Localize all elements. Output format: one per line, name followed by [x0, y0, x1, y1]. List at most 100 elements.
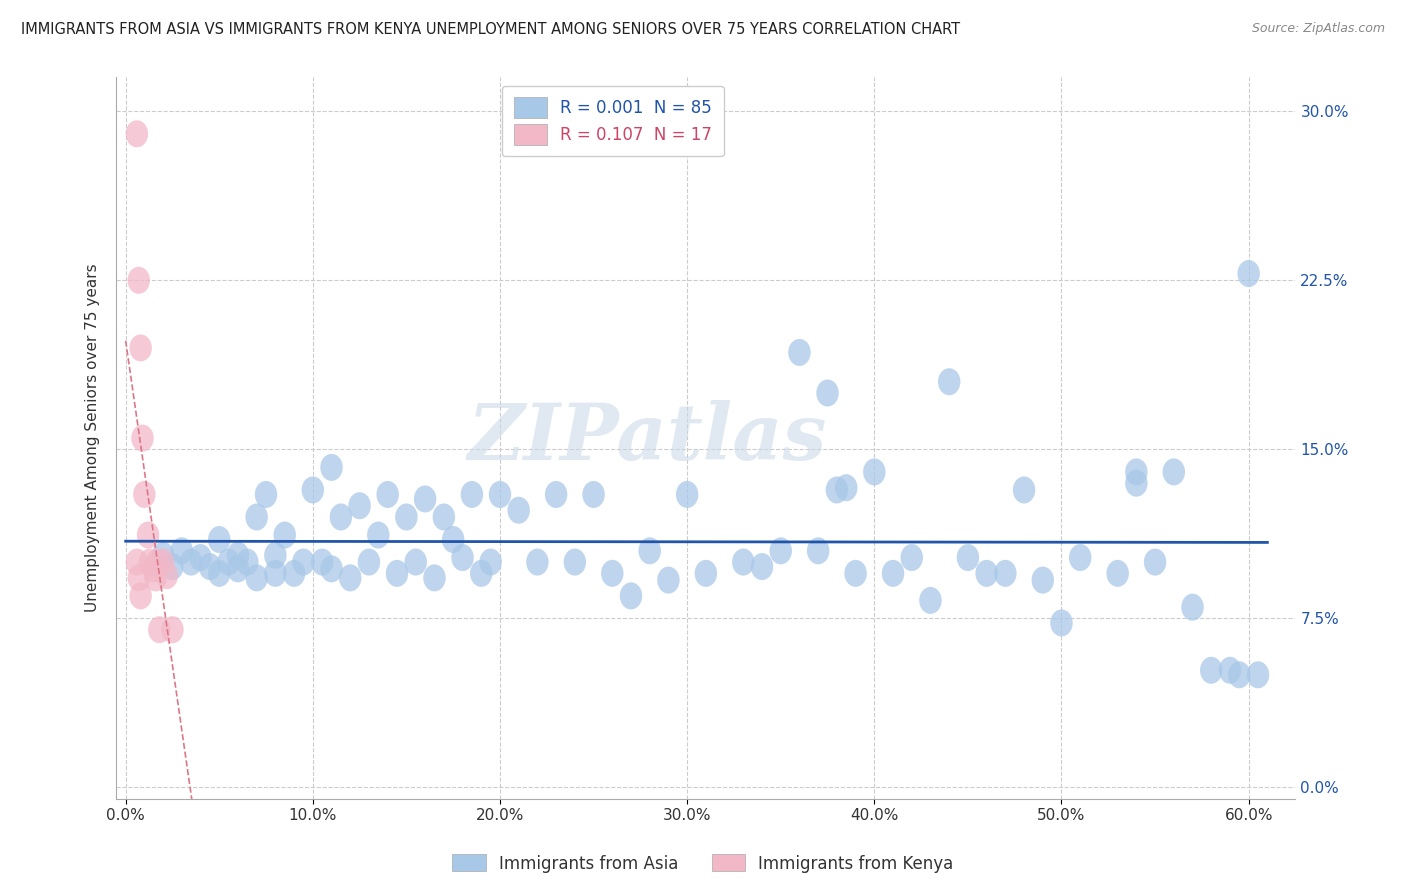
- Ellipse shape: [863, 458, 886, 485]
- Ellipse shape: [162, 616, 184, 643]
- Ellipse shape: [208, 560, 231, 587]
- Ellipse shape: [1199, 657, 1222, 684]
- Ellipse shape: [321, 454, 343, 481]
- Ellipse shape: [226, 556, 249, 582]
- Ellipse shape: [208, 526, 231, 553]
- Ellipse shape: [733, 549, 755, 575]
- Ellipse shape: [218, 549, 240, 575]
- Ellipse shape: [1181, 594, 1204, 621]
- Ellipse shape: [956, 544, 979, 571]
- Ellipse shape: [1032, 566, 1054, 594]
- Ellipse shape: [367, 522, 389, 549]
- Ellipse shape: [128, 565, 150, 591]
- Ellipse shape: [564, 549, 586, 575]
- Ellipse shape: [1247, 661, 1270, 689]
- Y-axis label: Unemployment Among Seniors over 75 years: Unemployment Among Seniors over 75 years: [86, 264, 100, 613]
- Text: IMMIGRANTS FROM ASIA VS IMMIGRANTS FROM KENYA UNEMPLOYMENT AMONG SENIORS OVER 75: IMMIGRANTS FROM ASIA VS IMMIGRANTS FROM …: [21, 22, 960, 37]
- Ellipse shape: [845, 560, 868, 587]
- Ellipse shape: [882, 560, 904, 587]
- Text: Source: ZipAtlas.com: Source: ZipAtlas.com: [1251, 22, 1385, 36]
- Ellipse shape: [508, 497, 530, 524]
- Ellipse shape: [600, 560, 623, 587]
- Ellipse shape: [162, 553, 184, 580]
- Ellipse shape: [125, 120, 148, 147]
- Ellipse shape: [461, 481, 484, 508]
- Ellipse shape: [451, 544, 474, 571]
- Legend: Immigrants from Asia, Immigrants from Kenya: Immigrants from Asia, Immigrants from Ke…: [446, 847, 960, 880]
- Ellipse shape: [405, 549, 427, 575]
- Ellipse shape: [156, 562, 179, 589]
- Ellipse shape: [198, 553, 221, 580]
- Legend: R = 0.001  N = 85, R = 0.107  N = 17: R = 0.001 N = 85, R = 0.107 N = 17: [502, 86, 724, 156]
- Ellipse shape: [751, 553, 773, 580]
- Ellipse shape: [695, 560, 717, 587]
- Ellipse shape: [274, 522, 295, 549]
- Ellipse shape: [835, 475, 858, 501]
- Ellipse shape: [148, 616, 170, 643]
- Ellipse shape: [311, 549, 333, 575]
- Ellipse shape: [129, 582, 152, 609]
- Ellipse shape: [152, 549, 174, 575]
- Ellipse shape: [128, 267, 150, 293]
- Ellipse shape: [321, 556, 343, 582]
- Ellipse shape: [152, 541, 174, 569]
- Ellipse shape: [226, 541, 249, 569]
- Ellipse shape: [131, 425, 153, 451]
- Ellipse shape: [139, 549, 162, 575]
- Text: ZIPatlas: ZIPatlas: [467, 400, 827, 476]
- Ellipse shape: [489, 481, 512, 508]
- Ellipse shape: [357, 549, 380, 575]
- Ellipse shape: [246, 565, 269, 591]
- Ellipse shape: [246, 503, 269, 531]
- Ellipse shape: [1227, 661, 1250, 689]
- Ellipse shape: [423, 565, 446, 591]
- Ellipse shape: [976, 560, 998, 587]
- Ellipse shape: [264, 541, 287, 569]
- Ellipse shape: [433, 503, 456, 531]
- Ellipse shape: [142, 556, 165, 582]
- Ellipse shape: [1237, 260, 1260, 287]
- Ellipse shape: [385, 560, 408, 587]
- Ellipse shape: [769, 537, 792, 565]
- Ellipse shape: [1144, 549, 1167, 575]
- Ellipse shape: [349, 492, 371, 519]
- Ellipse shape: [789, 339, 811, 366]
- Ellipse shape: [1219, 657, 1241, 684]
- Ellipse shape: [283, 560, 305, 587]
- Ellipse shape: [1050, 609, 1073, 637]
- Ellipse shape: [676, 481, 699, 508]
- Ellipse shape: [170, 537, 193, 565]
- Ellipse shape: [1163, 458, 1185, 485]
- Ellipse shape: [1012, 476, 1035, 503]
- Ellipse shape: [441, 526, 464, 553]
- Ellipse shape: [1069, 544, 1091, 571]
- Ellipse shape: [180, 549, 202, 575]
- Ellipse shape: [236, 549, 259, 575]
- Ellipse shape: [900, 544, 922, 571]
- Ellipse shape: [994, 560, 1017, 587]
- Ellipse shape: [807, 537, 830, 565]
- Ellipse shape: [146, 549, 169, 575]
- Ellipse shape: [413, 485, 436, 513]
- Ellipse shape: [264, 560, 287, 587]
- Ellipse shape: [129, 334, 152, 361]
- Ellipse shape: [125, 549, 148, 575]
- Ellipse shape: [825, 476, 848, 503]
- Ellipse shape: [638, 537, 661, 565]
- Ellipse shape: [145, 565, 167, 591]
- Ellipse shape: [657, 566, 679, 594]
- Ellipse shape: [329, 503, 352, 531]
- Ellipse shape: [938, 368, 960, 395]
- Ellipse shape: [339, 565, 361, 591]
- Ellipse shape: [254, 481, 277, 508]
- Ellipse shape: [620, 582, 643, 609]
- Ellipse shape: [395, 503, 418, 531]
- Ellipse shape: [582, 481, 605, 508]
- Ellipse shape: [1125, 458, 1147, 485]
- Ellipse shape: [190, 544, 212, 571]
- Ellipse shape: [292, 549, 315, 575]
- Ellipse shape: [526, 549, 548, 575]
- Ellipse shape: [377, 481, 399, 508]
- Ellipse shape: [1107, 560, 1129, 587]
- Ellipse shape: [479, 549, 502, 575]
